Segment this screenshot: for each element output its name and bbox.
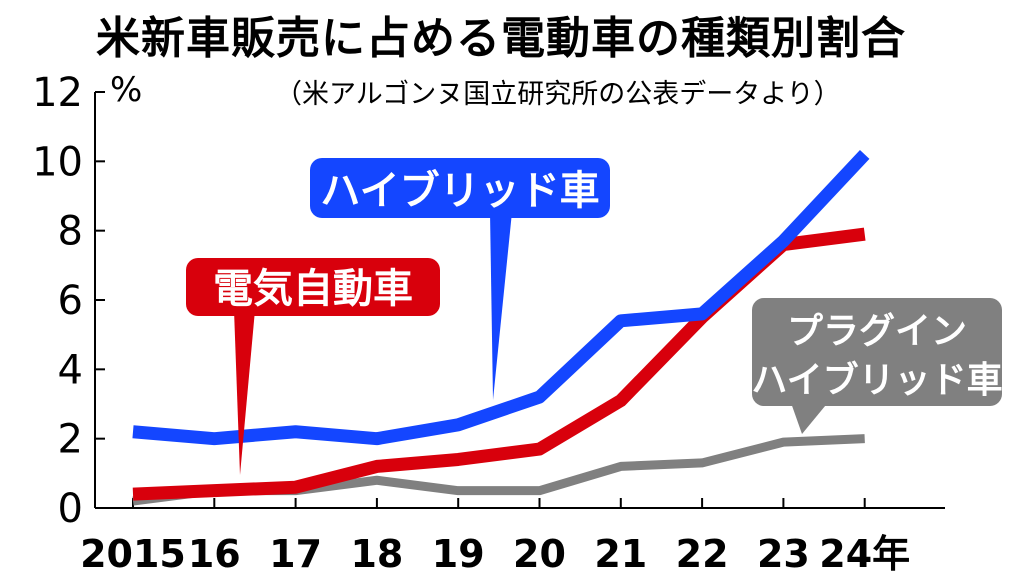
x-tick-label: 24年 [819,532,910,576]
y-tick-label: 8 [58,209,83,255]
y-unit-label: % [110,70,143,110]
plugin-callout-label-line2: ハイブリッド車 [751,359,1002,401]
x-tick-label: 16 [188,532,241,576]
source-note: （米アルゴンヌ国立研究所の公表データより） [275,79,841,110]
series-line [132,149,870,446]
plugin-callout-label-line1: プラグイン [787,311,967,352]
y-tick-label: 12 [32,70,83,116]
plugin-callout-box [752,298,1002,406]
electric-callout-pointer [234,310,255,475]
x-tick-label: 22 [676,532,729,576]
x-tick-labels: 2015 16 17 18 19 20 21 22 23 24年 [80,532,910,576]
x-tick-label: 17 [269,532,322,576]
x-tick-label: 20 [513,532,566,576]
series-lines [132,149,870,506]
plugin-callout-pointer [790,400,830,434]
hybrid-callout-label: ハイブリッド車 [320,168,599,214]
x-tick-label: 19 [432,532,485,576]
x-tick-label: 18 [350,532,403,576]
y-tick-labels: 0 2 4 6 8 10 12 [32,70,83,532]
chart-title: 米新車販売に占める電動車の種類別割合 [96,13,906,64]
electric-callout-label: 電気自動車 [213,266,413,312]
hybrid-callout-pointer [490,212,512,400]
axes [94,91,945,509]
x-tick-label: 23 [757,532,810,576]
electric-callout-box [186,258,440,316]
y-tick-label: 0 [58,486,83,532]
y-tick-label: 10 [32,139,83,185]
hybrid-callout-box [310,158,610,218]
y-tick-label: 6 [58,278,83,324]
x-tick-label: 21 [594,532,647,576]
x-tick-label: 2015 [80,532,186,576]
y-tick-label: 2 [58,417,83,463]
y-tick-label: 4 [58,347,83,393]
